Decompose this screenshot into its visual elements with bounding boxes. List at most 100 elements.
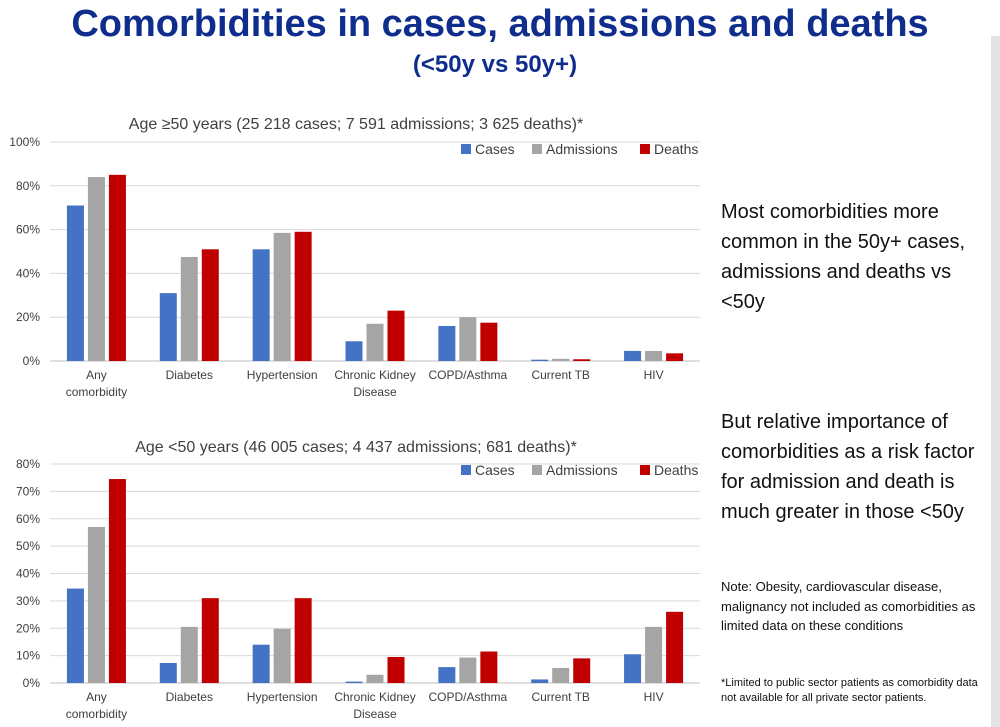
slide-subtitle: (<50y vs 50y+) [412, 51, 578, 78]
bar-admissions [366, 323, 384, 361]
bar-admissions [645, 350, 663, 361]
category-label: Current TB [531, 368, 589, 382]
category-label: Diabetes [166, 690, 213, 704]
bar-admissions [552, 667, 570, 683]
bar-deaths [294, 598, 312, 683]
category-label: Chronic Kidney [334, 690, 415, 704]
y-tick-label: 80% [16, 457, 40, 471]
note-text: Note: Obesity, cardiovascular disease, m… [721, 579, 976, 633]
y-tick-label: 100% [9, 135, 40, 149]
category-label: COPD/Asthma [429, 690, 508, 704]
y-tick-label: 20% [16, 310, 40, 324]
category-label: Chronic Kidney [334, 368, 415, 382]
y-tick-label: 0% [23, 676, 41, 690]
bar-deaths [480, 651, 498, 683]
y-tick-label: 70% [16, 484, 40, 498]
legend-label: Cases [475, 141, 515, 157]
bar-deaths [387, 310, 405, 361]
y-tick-label: 40% [16, 567, 40, 581]
bar-cases [159, 663, 177, 683]
y-tick-label: 60% [16, 223, 40, 237]
y-tick-label: 10% [16, 649, 40, 663]
chart-age-50-plus-svg: Age ≥50 years (25 218 cases; 7 591 admis… [9, 116, 700, 399]
category-label: Any [86, 690, 107, 704]
bar-deaths [480, 322, 498, 361]
key-point-younger: But relative importance of comorbidities… [721, 411, 975, 523]
category-label: Disease [353, 707, 397, 721]
slide-edge-shadow [991, 36, 1000, 727]
category-label: Diabetes [166, 368, 213, 382]
bar-cases [438, 667, 456, 683]
category-label: Current TB [531, 690, 589, 704]
bar-cases [66, 588, 84, 683]
bar-deaths [201, 249, 219, 361]
category-label: HIV [644, 690, 664, 704]
legend-label: Admissions [546, 462, 618, 478]
bar-admissions [273, 232, 291, 361]
bar-admissions [459, 317, 477, 361]
chart-title: Age ≥50 years (25 218 cases; 7 591 admis… [129, 116, 583, 133]
bar-cases [624, 350, 642, 361]
y-tick-label: 60% [16, 512, 40, 526]
bar-cases [159, 293, 177, 361]
bar-cases [438, 325, 456, 361]
footnote-text: *Limited to public sector patients as co… [721, 677, 978, 704]
bar-deaths [201, 598, 219, 683]
bar-cases [345, 341, 363, 361]
bar-cases [531, 679, 549, 683]
chart-age-50-plus: Age ≥50 years (25 218 cases; 7 591 admis… [0, 108, 712, 408]
y-tick-label: 50% [16, 539, 40, 553]
category-label: Hypertension [247, 690, 318, 704]
slide-title: Comorbidities in cases, admissions and d… [71, 3, 929, 45]
category-label: Any [86, 368, 107, 382]
category-label: Hypertension [247, 368, 318, 382]
bar-cases [252, 644, 270, 683]
legend-swatch-deaths [640, 144, 650, 154]
key-point-older: Most comorbidities more common in the 50… [721, 201, 966, 313]
y-tick-label: 20% [16, 621, 40, 635]
bar-admissions [180, 256, 198, 361]
legend-label: Deaths [654, 141, 698, 157]
legend-swatch-cases [461, 144, 471, 154]
bar-cases [66, 205, 84, 361]
bar-deaths [108, 174, 126, 361]
chart-age-under-50-svg: Age <50 years (46 005 cases; 4 437 admis… [16, 439, 700, 721]
bar-admissions [459, 657, 477, 683]
y-tick-label: 40% [16, 266, 40, 280]
bar-deaths [666, 611, 684, 683]
bar-cases [345, 681, 363, 683]
bar-deaths [108, 479, 126, 683]
y-tick-label: 80% [16, 179, 40, 193]
legend-label: Cases [475, 462, 515, 478]
bar-admissions [366, 674, 384, 683]
legend-label: Deaths [654, 462, 698, 478]
bar-admissions [87, 526, 105, 683]
bar-deaths [573, 658, 591, 683]
category-label: COPD/Asthma [429, 368, 508, 382]
bar-cases [531, 359, 549, 361]
legend-label: Admissions [546, 141, 618, 157]
chart-title: Age <50 years (46 005 cases; 4 437 admis… [135, 439, 577, 456]
category-label: comorbidity [66, 707, 127, 721]
bar-admissions [273, 628, 291, 683]
bar-deaths [666, 353, 684, 361]
category-label: Disease [353, 385, 397, 399]
bar-cases [624, 654, 642, 683]
legend-swatch-admissions [532, 465, 542, 475]
category-label: comorbidity [66, 385, 127, 399]
legend-swatch-cases [461, 465, 471, 475]
bar-admissions [552, 358, 570, 361]
bar-cases [252, 249, 270, 361]
bar-deaths [387, 656, 405, 683]
bar-admissions [645, 626, 663, 683]
category-label: HIV [644, 368, 664, 382]
legend-swatch-deaths [640, 465, 650, 475]
bar-admissions [87, 177, 105, 361]
chart-age-under-50: Age <50 years (46 005 cases; 4 437 admis… [0, 430, 712, 727]
bar-deaths [294, 231, 312, 361]
y-tick-label: 30% [16, 594, 40, 608]
y-tick-label: 0% [23, 354, 41, 368]
bar-admissions [180, 626, 198, 683]
legend-swatch-admissions [532, 144, 542, 154]
bar-deaths [573, 359, 591, 361]
